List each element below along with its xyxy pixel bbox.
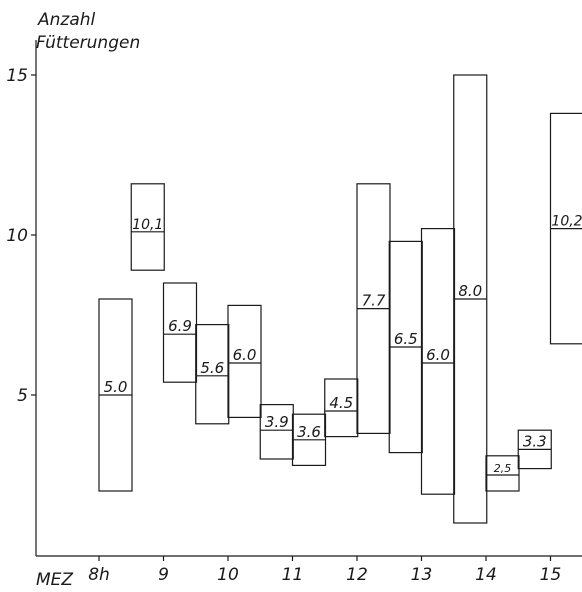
mean-label: 7.7 (362, 292, 386, 310)
mean-label: 6.9 (168, 317, 192, 335)
x-tick-label: 12 (346, 565, 368, 585)
x-tick-label: 8h (88, 565, 110, 585)
range-box (324, 378, 359, 438)
range-bar: 3.9 (259, 404, 294, 460)
mean-label: 3.3 (523, 432, 547, 450)
range-box (130, 183, 165, 271)
range-box (485, 455, 520, 492)
range-bar: 6.9 (162, 282, 198, 383)
range-box (162, 282, 198, 383)
mean-label: 10,1 (132, 217, 163, 233)
range-bar: 10,2 (549, 112, 582, 345)
x-tick-label: 14 (475, 565, 497, 585)
y-axis-title-line1: Anzahl (37, 10, 96, 30)
mean-label: 5.6 (200, 359, 224, 377)
x-tick-label: 13 (411, 565, 433, 585)
mean-label: 3.6 (297, 423, 321, 441)
range-box (259, 404, 294, 460)
x-ticks: 8h 9 10 11 12 13 14 15 (88, 556, 561, 585)
y-tick-label: 5 (17, 386, 28, 406)
range-bar: 5.0 (98, 298, 133, 492)
range-bar: 3.6 (291, 413, 327, 467)
x-axis-title: MEZ (36, 570, 73, 590)
x-tick-label: 9 (158, 565, 169, 585)
mean-label: 4.5 (329, 394, 353, 412)
mean-label: 2,5 (494, 462, 512, 475)
x-tick-label: 11 (282, 565, 304, 585)
mean-label: 5.0 (104, 378, 128, 396)
mean-label: 10,2 (551, 214, 582, 230)
range-box (420, 228, 456, 495)
range-bar: 6.0 (227, 304, 262, 418)
range-bar: 2,5 (485, 455, 520, 492)
range-bar: 6.0 (420, 228, 456, 495)
range-bar: 3.3 (517, 429, 552, 470)
mean-label: 8.0 (458, 282, 482, 300)
y-ticks: 5 10 15 (6, 66, 36, 406)
y-tick-label: 15 (6, 66, 28, 86)
range-bar: 10,1 (130, 183, 165, 271)
range-bar: 6.5 (388, 240, 423, 454)
y-tick-label: 10 (6, 226, 28, 246)
range-bar: 8.0 (453, 74, 488, 524)
range-bar: 7.7 (356, 183, 391, 435)
range-box (227, 304, 262, 418)
mean-label: 6.0 (233, 346, 257, 364)
x-tick-label: 15 (540, 565, 562, 585)
mean-label: 6.0 (426, 346, 450, 364)
mean-label: 6.5 (394, 330, 418, 348)
range-bar: 4.5 (324, 378, 359, 438)
bars: 5.0 10,1 6.9 5.6 6.0 3.9 3.6 4.5 7.7 6.5 6.0 8.0 2,5… (98, 74, 582, 524)
mean-label: 3.9 (265, 413, 289, 431)
range-bar: 5.6 (195, 324, 230, 425)
x-tick-label: 10 (217, 565, 239, 585)
range-box (195, 324, 230, 425)
y-axis-title-line2: Fütterungen (36, 33, 140, 53)
